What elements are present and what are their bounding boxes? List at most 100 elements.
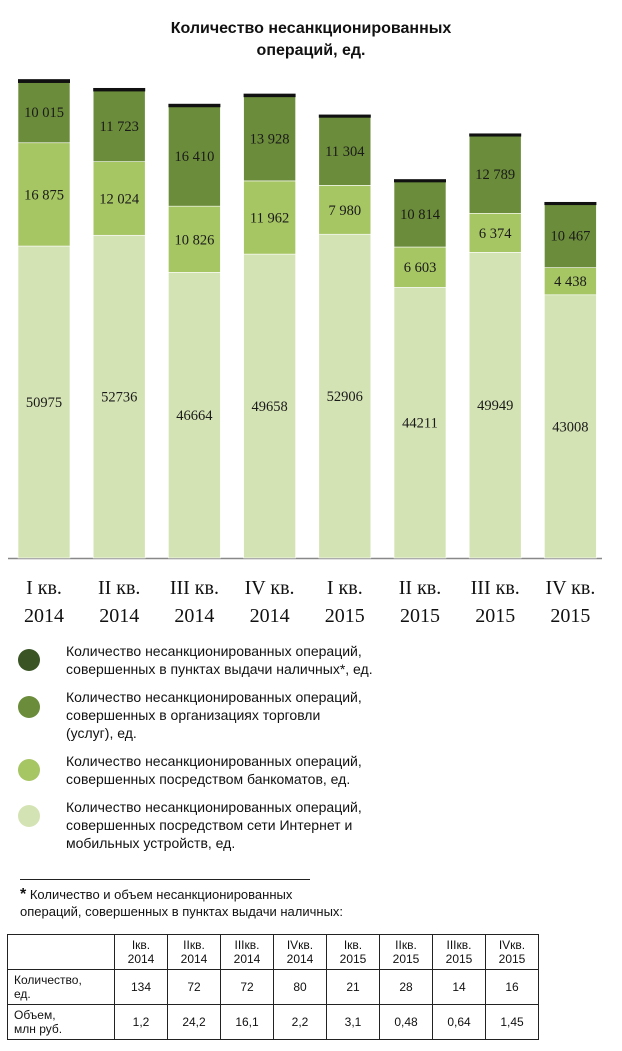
x-tick-label-quarter: I кв. [26, 577, 62, 599]
x-tick-label-year: 2014 [24, 605, 64, 627]
x-tick-label-year: 2015 [550, 605, 590, 627]
bar-value-label: 13 928 [250, 131, 290, 147]
bar-value-label: 12 789 [475, 167, 515, 183]
legend-item-atms: Количество несанкционированных операций,… [18, 752, 618, 788]
x-tick-label-year: 2015 [475, 605, 515, 627]
bar-segment [168, 272, 221, 559]
bar-segment [393, 246, 447, 288]
legend-text: Количество несанкционированных операций,… [66, 753, 362, 787]
bar-segment [92, 161, 146, 236]
bar-segment-cash-points [469, 133, 522, 137]
bar-value-label: 12 024 [99, 191, 140, 207]
bar-segment-cash-points [168, 103, 221, 108]
x-tick-label-year: 2014 [250, 605, 290, 627]
bar-segment [92, 234, 146, 559]
bar-value-label: 4 438 [554, 274, 587, 290]
table-cell: 72 [167, 969, 221, 1005]
bar-segment [544, 203, 597, 268]
table-header-cell: IIIкв. 2015 [432, 934, 486, 970]
x-tick-label-year: 2014 [99, 605, 139, 627]
table-cell: 21 [326, 969, 380, 1005]
bar-segment [243, 253, 296, 559]
chart-title-line-2: операций, ед. [256, 42, 366, 59]
table-row-label: Объем, млн руб. [7, 1004, 115, 1040]
table-cell: 1,45 [485, 1004, 539, 1040]
legend-item-merchants: Количество несанкционированных операций,… [18, 688, 618, 742]
x-tick-label-quarter: II кв. [399, 577, 441, 599]
x-tick-label-year: 2014 [174, 605, 214, 627]
footnote-table: Iкв. 2014 IIкв. 2014 IIIкв. 2014 IVкв. 2014 … [7, 934, 539, 1040]
bar-value-label: 6 374 [479, 226, 512, 242]
table-cell: 28 [379, 969, 433, 1005]
table-row-count: Количество, ед. 134 72 72 80 21 28 14 16 [7, 969, 539, 1005]
table-header-cell: IVкв. 2015 [485, 934, 539, 970]
bar-value-label: 16 875 [24, 187, 64, 203]
footnote-divider [20, 879, 310, 880]
bar-segment [243, 180, 296, 255]
legend-text: Количество несанкционированных операций,… [66, 689, 362, 741]
bar-segment [544, 267, 597, 296]
bar-segment [468, 134, 522, 214]
bar-segment-cash-points [93, 87, 146, 92]
legend-swatch [18, 649, 40, 671]
legend: Количество несанкционированных операций,… [18, 642, 618, 862]
bar-value-label: 6 603 [404, 260, 437, 276]
legend-swatch [18, 805, 40, 827]
table-cell: 80 [273, 969, 327, 1005]
bar-value-label: 10 467 [550, 229, 590, 245]
bar-segment [17, 245, 71, 559]
bar-segment [318, 185, 372, 235]
bar-value-label: 10 814 [400, 207, 441, 223]
legend-swatch [18, 696, 40, 718]
table-cell: 2,2 [273, 1004, 327, 1040]
table-row-label: Количество, ед. [7, 969, 115, 1005]
table-row-volume: Объем, млн руб. 1,2 24,2 16,1 2,2 3,1 0,4… [7, 1004, 539, 1040]
bar-value-label: 46664 [176, 408, 213, 424]
bar-value-label: 11 723 [100, 119, 139, 135]
bar-segment [468, 213, 522, 253]
stacked-bar-chart: 50975 16 875 10 015 I кв. 2014 52736 12 024 11 … [8, 79, 602, 627]
table-cell: 16 [485, 969, 539, 1005]
bar-segment [92, 89, 146, 162]
bar-segment [393, 287, 447, 559]
table-cell: 1,2 [114, 1004, 168, 1040]
footnote: * Количество и объем несанкционированных… [20, 886, 343, 920]
bar-value-label: 44211 [402, 416, 438, 432]
table-cell: 0,64 [432, 1004, 486, 1040]
bar-value-label: 52906 [327, 389, 363, 405]
table-header-cell: Iкв. 2014 [114, 934, 168, 970]
bar-segment [468, 252, 522, 559]
table-header-cell: IIкв. 2014 [167, 934, 221, 970]
x-tick-label-quarter: III кв. [471, 577, 520, 599]
bar-value-label: 50975 [26, 395, 62, 411]
x-tick-label-quarter: I кв. [327, 577, 363, 599]
x-tick-label-quarter: III кв. [170, 577, 219, 599]
bar-segment [393, 180, 447, 248]
table-cell: 72 [220, 969, 274, 1005]
bar-segment-cash-points [243, 93, 296, 98]
bar-segment [168, 105, 221, 207]
bar-segment [318, 115, 372, 186]
table-cell: 14 [432, 969, 486, 1005]
table-header-cell: IVкв. 2014 [273, 934, 327, 970]
table-cell: 0,48 [379, 1004, 433, 1040]
footnote-star: * [20, 886, 27, 903]
bar-segment [168, 205, 221, 273]
bar-segment-cash-points [544, 201, 597, 206]
bar-value-label: 7 980 [328, 203, 361, 219]
x-tick-label-year: 2015 [400, 605, 440, 627]
bar-segment [17, 142, 71, 247]
bar-segment-cash-points [318, 114, 371, 118]
table-header-cell: Iкв. 2015 [326, 934, 380, 970]
bar-value-label: 43008 [552, 419, 588, 435]
x-tick-label-year: 2015 [325, 605, 365, 627]
bar-value-label: 49949 [477, 398, 513, 414]
legend-text: Количество несанкционированных операций,… [66, 643, 373, 677]
table-header-cell: IIIкв. 2014 [220, 934, 274, 970]
table-cell: 24,2 [167, 1004, 221, 1040]
bar-segment [544, 294, 597, 559]
chart-title: Количество несанкционированных операций,… [0, 18, 622, 62]
x-tick-label-quarter: II кв. [98, 577, 140, 599]
legend-item-internet: Количество несанкционированных операций,… [18, 798, 618, 852]
table-cell: 3,1 [326, 1004, 380, 1040]
